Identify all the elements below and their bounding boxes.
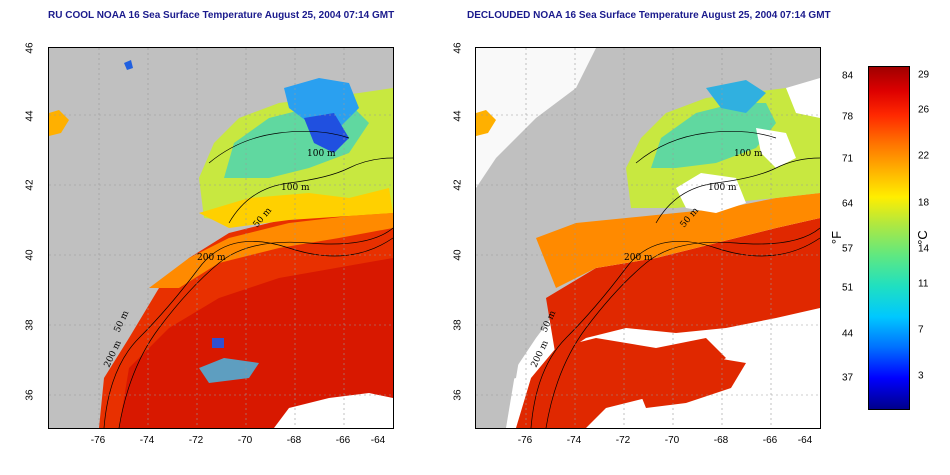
colorbar-c-tick: 22 bbox=[918, 150, 930, 162]
colorbar-f-tick: 51 bbox=[842, 282, 854, 294]
left-y-tick: 40 bbox=[24, 249, 36, 261]
left-x-tick: -76 bbox=[90, 435, 106, 446]
colorbar-f-tick: 71 bbox=[842, 153, 854, 165]
left-contour-label-1: 100 m bbox=[307, 149, 336, 159]
temperature-colorbar bbox=[868, 66, 910, 410]
left-sst-map-graphic: 100 m 100 m 50 m 200 m 50 m 200 m bbox=[49, 48, 393, 428]
colorbar-c-tick: 3 bbox=[918, 370, 924, 382]
right-x-tick: -64 bbox=[797, 435, 813, 446]
colorbar-c-tick: 26 bbox=[918, 104, 930, 116]
colorbar-c-tick: 14 bbox=[918, 243, 930, 255]
right-y-tick: 42 bbox=[452, 179, 464, 191]
left-y-tick: 38 bbox=[24, 319, 36, 331]
right-y-tick: 44 bbox=[452, 110, 464, 122]
left-x-tick: -66 bbox=[335, 435, 351, 446]
left-y-tick: 42 bbox=[24, 179, 36, 191]
right-x-tick: -72 bbox=[615, 435, 631, 446]
colorbar-c-tick: 11 bbox=[918, 278, 929, 290]
right-x-tick: -76 bbox=[517, 435, 533, 446]
celsius-unit-label: °C bbox=[914, 230, 930, 245]
colorbar-f-tick: 37 bbox=[842, 372, 854, 384]
colorbar-c-tick: 7 bbox=[918, 324, 924, 336]
left-x-tick: -74 bbox=[139, 435, 155, 446]
right-x-tick: -68 bbox=[713, 435, 729, 446]
colorbar-f-tick: 78 bbox=[842, 111, 854, 123]
left-x-tick: -70 bbox=[237, 435, 253, 446]
left-y-tick: 46 bbox=[24, 42, 36, 54]
left-map-title: RU COOL NOAA 16 Sea Surface Temperature … bbox=[48, 10, 395, 21]
right-y-tick: 40 bbox=[452, 249, 464, 261]
right-sst-map-graphic: 100 m 100 m 50 m 200 m 50 m 200 m bbox=[476, 48, 820, 428]
colorbar-f-tick: 57 bbox=[842, 243, 854, 255]
left-contour-label-2: 100 m bbox=[281, 183, 310, 193]
right-contour-label-1: 100 m bbox=[734, 149, 763, 159]
right-contour-label-2: 100 m bbox=[708, 183, 737, 193]
fahrenheit-unit-label: °F bbox=[829, 230, 845, 245]
right-x-tick: -66 bbox=[762, 435, 778, 446]
left-x-tick: -68 bbox=[286, 435, 302, 446]
colorbar-c-tick: 18 bbox=[918, 197, 930, 209]
right-y-tick: 38 bbox=[452, 319, 464, 331]
colorbar-f-tick: 64 bbox=[842, 198, 854, 210]
left-y-tick: 36 bbox=[24, 389, 36, 401]
left-y-tick: 44 bbox=[24, 110, 36, 122]
right-x-tick: -74 bbox=[566, 435, 582, 446]
right-y-tick: 36 bbox=[452, 389, 464, 401]
left-x-tick: -64 bbox=[370, 435, 386, 446]
colorbar-f-tick: 84 bbox=[842, 70, 854, 82]
left-x-tick: -72 bbox=[188, 435, 204, 446]
right-x-tick: -70 bbox=[664, 435, 680, 446]
right-contour-label-4: 200 m bbox=[624, 253, 653, 263]
left-sst-map: 100 m 100 m 50 m 200 m 50 m 200 m bbox=[48, 47, 394, 429]
right-y-tick: 46 bbox=[452, 42, 464, 54]
right-map-title: DECLOUDED NOAA 16 Sea Surface Temperatur… bbox=[467, 10, 831, 21]
colorbar-f-tick: 44 bbox=[842, 328, 854, 340]
right-sst-map: 100 m 100 m 50 m 200 m 50 m 200 m bbox=[475, 47, 821, 429]
left-contour-label-4: 200 m bbox=[197, 253, 226, 263]
colorbar-c-tick: 29 bbox=[918, 69, 930, 81]
